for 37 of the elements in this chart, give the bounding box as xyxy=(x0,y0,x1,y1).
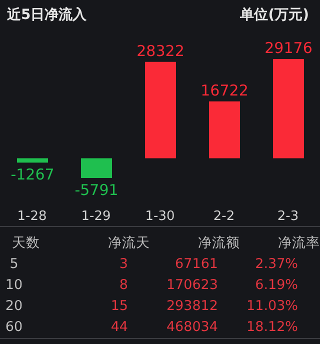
x-tick-label: 1-30 xyxy=(145,209,175,224)
text: 5 xyxy=(8,256,20,272)
text: 18.12% xyxy=(246,318,298,334)
chart-title: 近5日净流入 xyxy=(7,6,87,24)
bar xyxy=(209,101,240,158)
text: 净流天 xyxy=(107,234,150,252)
x-tick-label: 1-29 xyxy=(81,209,111,224)
text: 11.03% xyxy=(246,298,298,314)
chart-subtitle: 单位(万元) xyxy=(240,6,309,24)
x-tick-label: 2-3 xyxy=(277,209,299,224)
bar xyxy=(81,158,112,178)
x-tick-label: 1-28 xyxy=(17,209,47,224)
text: 60 xyxy=(4,318,24,334)
text: 44 xyxy=(110,318,128,334)
data-label: 28322 xyxy=(136,42,184,60)
data-label: 29176 xyxy=(264,39,312,57)
text: 2.37% xyxy=(254,256,298,272)
data-label: -1267 xyxy=(10,166,54,184)
text: 净流额 xyxy=(197,234,240,252)
text: 3 xyxy=(118,256,128,272)
text: 6.19% xyxy=(254,276,298,292)
text: 10 xyxy=(4,276,24,292)
data-label: -5791 xyxy=(74,181,118,199)
text: 293812 xyxy=(165,298,218,314)
text: 天数 xyxy=(11,234,41,252)
text: 67161 xyxy=(174,256,218,272)
text: 净流率 xyxy=(277,234,320,252)
text: 8 xyxy=(118,276,128,292)
x-tick-label: 2-2 xyxy=(213,209,235,224)
data-label: 16722 xyxy=(200,81,248,100)
text: 15 xyxy=(110,298,128,314)
text: 20 xyxy=(4,298,24,314)
text: 170623 xyxy=(165,276,218,292)
bar xyxy=(17,158,48,163)
bar xyxy=(145,62,176,158)
bar xyxy=(273,59,304,158)
text: 468034 xyxy=(165,318,218,334)
